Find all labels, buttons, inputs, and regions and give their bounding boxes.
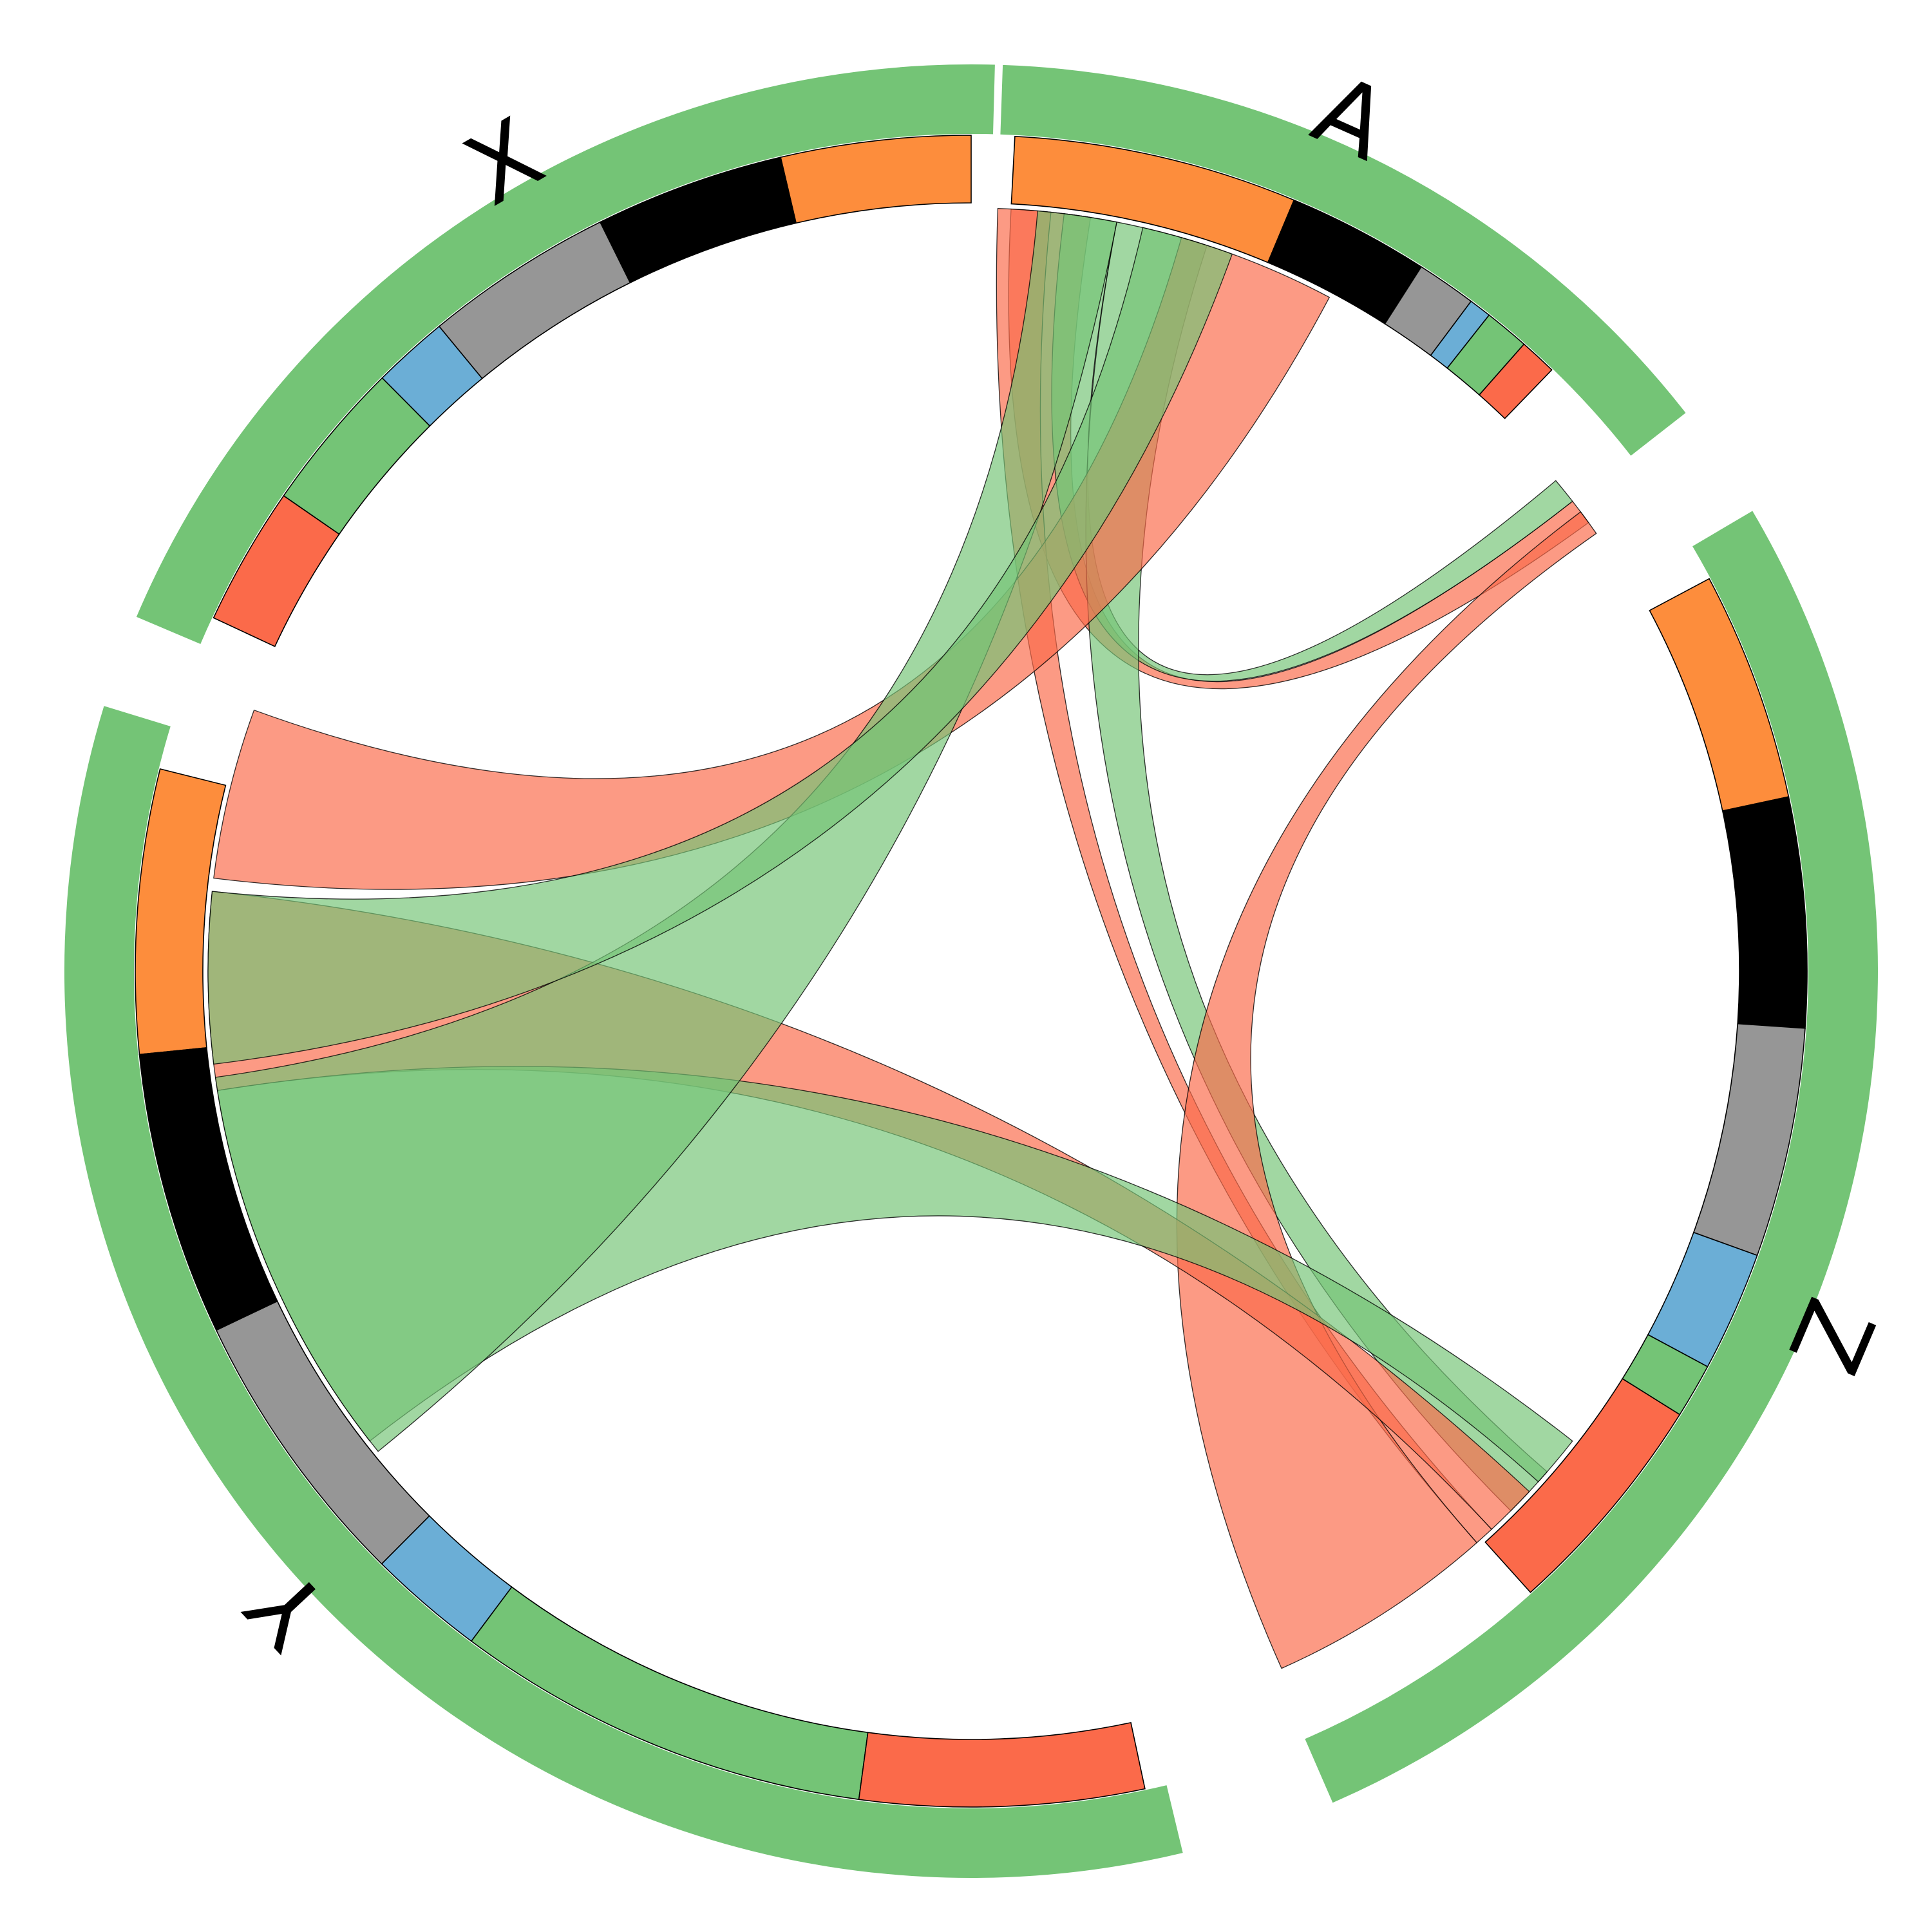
inner-ring [135, 135, 1808, 1808]
outer-arc-x [136, 64, 995, 644]
ribbon-z-y-4 [1176, 511, 1597, 1669]
subsegment-x-2 [438, 221, 631, 379]
subsegment-y-4 [470, 1586, 869, 1801]
subsegment-z-5 [1484, 1378, 1681, 1593]
ribbon-y-x-8 [214, 210, 1117, 1452]
subsegment-x-3 [381, 325, 483, 427]
ribbons [207, 208, 1597, 1669]
subsegment-y-5 [858, 1721, 1146, 1808]
outer-arc-z [1305, 511, 1878, 1803]
subsegment-x-5 [213, 495, 340, 647]
subsegment-z-1 [1721, 796, 1808, 1029]
subsegment-y-2 [215, 1300, 430, 1565]
subsegment-a-5 [1478, 343, 1553, 419]
outer-ring [64, 64, 1878, 1879]
ribbon-y-x-9 [207, 227, 1233, 1065]
subsegment-y-1 [138, 1047, 278, 1331]
group-label-z: Z [1766, 1283, 1895, 1388]
subsegment-y-0 [135, 768, 227, 1056]
subsegment-x-0 [780, 135, 972, 224]
outer-arc-y [64, 706, 1183, 1879]
subsegment-x-4 [283, 377, 431, 535]
subsegment-x-1 [599, 156, 797, 284]
subsegment-y-3 [381, 1515, 513, 1642]
outer-arc-a [1000, 64, 1686, 456]
